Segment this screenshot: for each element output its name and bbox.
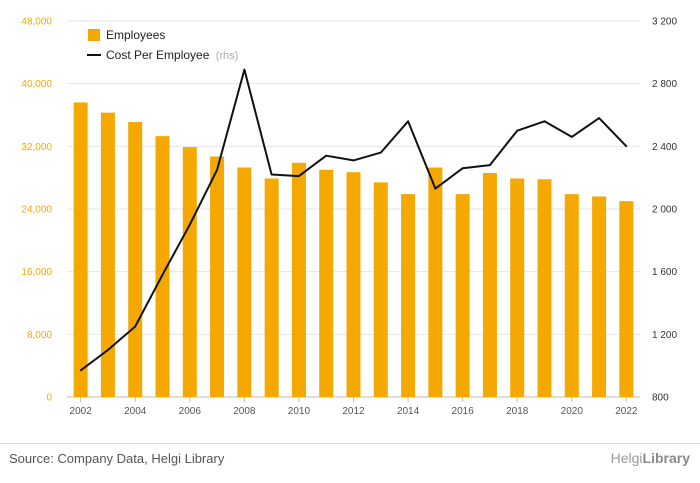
legend-cost-label: Cost Per Employee (rhs) — [106, 48, 238, 62]
left-axis-tick-label: 16,000 — [21, 267, 52, 278]
x-axis-tick-label: 2016 — [452, 406, 475, 417]
cost-per-employee-point-2007 — [216, 169, 218, 171]
cost-per-employee-point-2020 — [570, 136, 573, 138]
cost-per-employee-point-2012 — [352, 159, 355, 162]
right-axis-tick-label: 1 200 — [652, 330, 677, 341]
employees-bar-2021 — [592, 196, 607, 397]
footer-divider — [0, 443, 700, 444]
employees-bar-2005 — [155, 136, 170, 397]
x-axis-tick-label: 2010 — [288, 406, 311, 417]
cost-per-employee-point-2008 — [243, 68, 246, 71]
right-axis-tick-label: 3 200 — [652, 17, 677, 28]
right-axis-tick-label: 2 000 — [652, 205, 677, 216]
employees-bar-2003 — [100, 112, 115, 398]
source-note: Source: Company Data, Helgi Library — [9, 451, 225, 466]
left-axis: 0 8,000 16,000 24,000 32,000 40,000 48,000 — [21, 17, 52, 404]
x-axis-tick-label: 2002 — [70, 406, 93, 417]
cost-per-employee-point-2017 — [489, 164, 491, 166]
employees-bar-2018 — [510, 178, 525, 397]
left-axis-tick-label: 24,000 — [21, 205, 52, 216]
cost-per-employee-point-2010 — [298, 175, 300, 177]
chart: 0 8,000 16,000 24,000 32,000 40,000 48,000 800… — [21, 17, 677, 418]
legend-cost-name: Cost Per Employee — [106, 48, 210, 62]
employees-bar-2015 — [428, 167, 443, 397]
cost-per-employee-point-2003 — [107, 349, 109, 351]
right-axis-tick-label: 2 400 — [652, 142, 677, 153]
cost-per-employee-point-2018 — [516, 129, 519, 132]
employees-bar-2008 — [237, 167, 252, 397]
cost-per-employee-point-2002 — [79, 369, 82, 372]
cost-per-employee-point-2015 — [434, 187, 437, 190]
employees-bar-2016 — [455, 194, 470, 397]
employees-bar-2020 — [564, 194, 579, 397]
employees-bar-2013 — [373, 182, 388, 397]
employees-bar-2017 — [482, 172, 497, 397]
cost-per-employee-point-2009 — [270, 173, 273, 176]
legend: Employees Cost Per Employee (rhs) — [87, 28, 238, 62]
employees-bar-2006 — [182, 147, 197, 397]
legend-employees-label: Employees — [106, 28, 165, 42]
employees-bar-2002 — [73, 102, 88, 397]
employees-bar-2010 — [291, 162, 306, 397]
brand-suffix: Library — [642, 450, 690, 466]
cost-per-employee-point-2004 — [134, 325, 137, 328]
cost-per-employee-line — [79, 68, 628, 372]
brand-prefix: Helgi — [610, 450, 643, 466]
x-axis-tick-label: 2004 — [124, 406, 147, 417]
cost-per-employee-point-2019 — [543, 120, 546, 123]
employees-bar-2019 — [537, 179, 552, 397]
x-axis-tick-label: 2022 — [615, 406, 638, 417]
left-axis-tick-label: 32,000 — [21, 142, 52, 153]
x-axis: 2002 2004 2006 2008 2010 2012 2014 2016 2018 2020… — [70, 397, 638, 417]
employees-bar-2004 — [128, 122, 143, 398]
cost-per-employee-point-2005 — [161, 274, 164, 276]
employees-bar-2014 — [401, 194, 416, 397]
x-axis-tick-label: 2018 — [506, 406, 529, 417]
right-axis-tick-label: 800 — [652, 393, 669, 404]
employees-bar-2009 — [264, 178, 279, 397]
x-axis-tick-label: 2012 — [342, 406, 365, 417]
x-axis-tick-label: 2006 — [179, 406, 202, 417]
employees-bar-2022 — [619, 201, 634, 397]
employees-bars — [73, 102, 634, 398]
cost-per-employee-point-2006 — [188, 223, 191, 226]
left-axis-tick-label: 0 — [46, 393, 52, 404]
right-axis-tick-label: 1 600 — [652, 267, 677, 278]
cost-per-employee-point-2014 — [407, 120, 409, 123]
cost-per-employee-point-2011 — [325, 154, 328, 157]
right-axis-tick-label: 2 800 — [652, 79, 677, 90]
cost-per-employee-point-2021 — [598, 117, 600, 119]
helgi-library-logo[interactable]: HelgiLibrary — [611, 450, 690, 466]
cost-per-employee-point-2022 — [625, 145, 628, 148]
legend-cost-suffix: (rhs) — [216, 50, 239, 62]
x-axis-tick-label: 2008 — [233, 406, 256, 417]
left-axis-tick-label: 40,000 — [21, 79, 52, 90]
cost-per-employee-point-2013 — [379, 151, 382, 154]
employees-bar-2007 — [210, 156, 225, 397]
x-axis-tick-label: 2014 — [397, 406, 420, 417]
left-axis-tick-label: 48,000 — [21, 17, 52, 28]
cost-per-employee-point-2016 — [461, 167, 464, 170]
right-axis: 800 1 200 1 600 2 000 2 400 2 800 3 200 — [652, 17, 677, 404]
left-axis-tick-label: 8,000 — [27, 330, 52, 341]
employees-bar-2011 — [319, 169, 334, 397]
x-axis-tick-label: 2020 — [561, 406, 584, 417]
legend-employees-swatch — [88, 29, 100, 41]
employees-bar-2012 — [346, 172, 361, 397]
